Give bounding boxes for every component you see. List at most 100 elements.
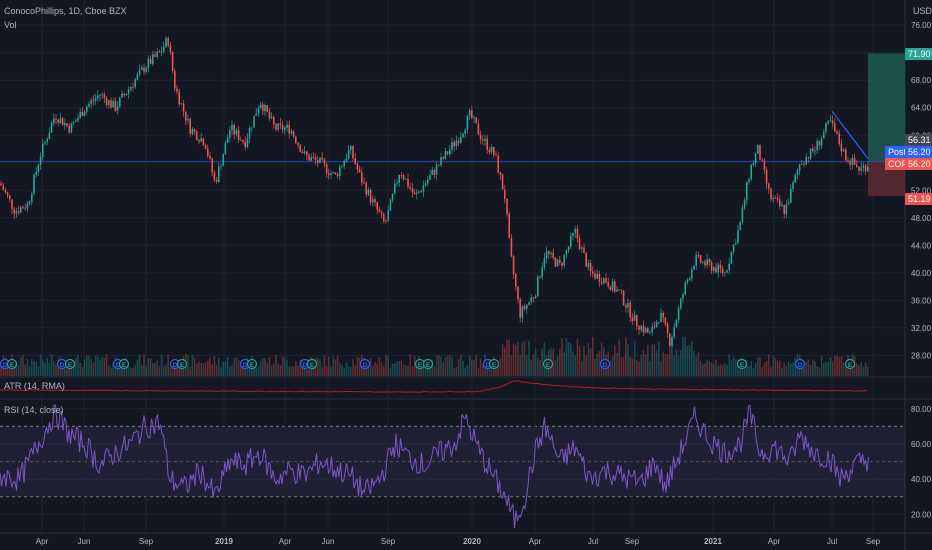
candle-body xyxy=(537,276,539,297)
price-tick-label: 76.00 xyxy=(911,21,932,30)
candle-body xyxy=(198,139,200,142)
candle-body xyxy=(499,172,502,175)
volume-bar xyxy=(231,364,233,376)
time-tick-label: Sep xyxy=(139,537,154,546)
candle-body xyxy=(774,197,777,199)
volume-bar xyxy=(242,364,244,376)
volume-bar xyxy=(136,359,139,376)
volume-bar xyxy=(638,361,640,376)
dividend-marker[interactable]: D xyxy=(0,358,11,370)
volume-bar xyxy=(50,354,53,376)
rsi-legend[interactable]: RSI (14, close) xyxy=(4,405,64,415)
volume-bar xyxy=(761,367,763,376)
candle-body xyxy=(836,131,838,134)
earnings-marker[interactable]: E xyxy=(6,358,18,370)
candle-body xyxy=(840,144,843,152)
candle-body xyxy=(158,51,161,53)
candle-body xyxy=(226,137,229,143)
risk-reward-zones[interactable] xyxy=(0,53,905,196)
candle-body xyxy=(556,259,559,267)
candle-body xyxy=(180,103,183,105)
volume-bar xyxy=(625,337,627,376)
candle-body xyxy=(387,210,389,222)
earnings-marker[interactable]: E xyxy=(64,358,76,370)
earnings-marker[interactable]: E xyxy=(118,358,130,370)
dividend-marker[interactable]: D xyxy=(794,358,806,370)
volume-bar xyxy=(803,367,805,376)
candle-body xyxy=(765,169,768,184)
candle-body xyxy=(156,51,158,57)
volume-bar xyxy=(0,364,2,376)
candle-body xyxy=(779,199,781,206)
earnings-marker[interactable]: E xyxy=(414,358,426,370)
volume-bar xyxy=(149,358,152,376)
candle-body xyxy=(746,181,748,201)
candle-body xyxy=(391,193,394,200)
volume-bar xyxy=(620,356,623,376)
volume-bar xyxy=(748,365,750,376)
earnings-marker[interactable]: E xyxy=(844,358,856,370)
volume-bar xyxy=(330,366,332,376)
volume-bar xyxy=(427,365,429,376)
volume-bar xyxy=(649,361,651,376)
post-label-tag: Post xyxy=(885,146,910,158)
marker-badge xyxy=(64,358,76,370)
candle-body xyxy=(110,100,112,108)
earnings-marker[interactable]: E xyxy=(176,358,188,370)
candle-body xyxy=(587,263,590,267)
volume-bar xyxy=(292,365,295,376)
volume-bar xyxy=(237,359,240,376)
earnings-marker[interactable]: E xyxy=(542,358,554,370)
dividend-marker[interactable]: D xyxy=(359,358,371,370)
volume-legend[interactable]: Vol xyxy=(4,20,17,30)
candle-body xyxy=(534,296,537,299)
earnings-marker[interactable]: E xyxy=(422,358,434,370)
volume-bar xyxy=(523,340,526,376)
candle-body xyxy=(754,153,757,163)
candle-body xyxy=(299,144,301,152)
candle-body xyxy=(92,100,95,102)
volume-bar xyxy=(26,358,29,376)
earnings-marker[interactable]: E xyxy=(736,358,748,370)
atr-legend[interactable]: ATR (14, RMA) xyxy=(4,381,65,391)
candle-body xyxy=(77,117,79,121)
candle-body xyxy=(849,161,851,166)
volume-bar xyxy=(207,360,209,376)
volume-bar xyxy=(187,355,189,376)
volume-bar xyxy=(534,348,537,376)
candle-body xyxy=(726,270,728,273)
symbol-legend[interactable]: ConocoPhillips, 1D, Cboe BZX xyxy=(4,6,127,16)
candle-body xyxy=(622,290,625,305)
candle-body xyxy=(99,94,101,96)
volume-bar xyxy=(845,367,847,376)
earnings-marker[interactable]: E xyxy=(306,358,318,370)
candle-body xyxy=(583,247,585,254)
volume-bar xyxy=(92,362,95,376)
candle-body xyxy=(242,139,244,142)
candle-body xyxy=(526,304,528,309)
volume-bar xyxy=(794,357,796,376)
candle-body xyxy=(653,326,656,328)
volume-bar xyxy=(325,366,328,376)
candle-body xyxy=(519,299,521,318)
candle-body xyxy=(497,155,499,173)
volume-bar xyxy=(699,360,702,376)
earnings-marker[interactable]: E xyxy=(246,358,258,370)
volume-bar xyxy=(834,355,836,376)
candle-body xyxy=(248,128,251,139)
volume-bar xyxy=(215,364,218,376)
volume-bar xyxy=(24,364,26,376)
volume-bar xyxy=(508,340,510,376)
marker-badge xyxy=(306,358,318,370)
time-tick-label: 2019 xyxy=(215,537,233,546)
volume-bar xyxy=(721,365,724,376)
earnings-marker[interactable]: E xyxy=(488,358,500,370)
candle-body xyxy=(614,281,616,292)
volume-bar xyxy=(369,358,372,376)
price-tick-label: 40.00 xyxy=(911,269,932,278)
candle-body xyxy=(600,281,603,284)
candle-body xyxy=(684,282,686,295)
dividend-marker[interactable]: D xyxy=(599,358,611,370)
